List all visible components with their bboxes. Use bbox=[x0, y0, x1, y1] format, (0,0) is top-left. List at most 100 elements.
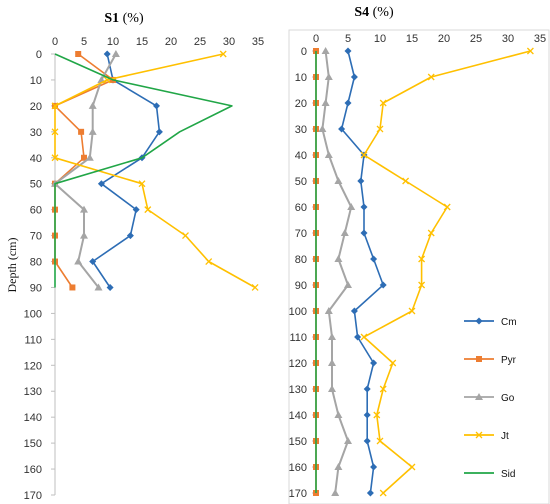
legend-go-label: Go bbox=[501, 393, 515, 404]
s1-go-point-7 bbox=[80, 231, 88, 239]
s1-cm-point-0 bbox=[103, 50, 111, 58]
s4-go-point-14 bbox=[334, 411, 343, 418]
s4-y-tick-5: 50 bbox=[295, 176, 307, 188]
s1-y-tick-17: 170 bbox=[24, 490, 42, 502]
s4-jt-point-6 bbox=[443, 203, 451, 211]
s1-go-point-4 bbox=[85, 153, 94, 161]
s4-cm-point-6 bbox=[360, 203, 368, 211]
s4-go-point-8 bbox=[334, 255, 343, 262]
s4-y-tick-3: 30 bbox=[295, 124, 307, 136]
s1-x-tick-7: 35 bbox=[252, 36, 264, 48]
s1-cm-point-5 bbox=[97, 180, 105, 188]
s4-cm-point-9 bbox=[379, 281, 387, 289]
s1-plot: 0 5 10 15 20 25 30 35 0 10 20 30 40 50 60 70 80 90 100 110 1… bbox=[24, 36, 264, 502]
s4-y-tick-4: 40 bbox=[295, 150, 307, 162]
s4-go-point-7 bbox=[340, 229, 349, 236]
s4-jt-point-3 bbox=[376, 125, 384, 133]
s1-go-point-2 bbox=[88, 101, 97, 109]
s4-go-point-3 bbox=[318, 125, 327, 132]
s4-y-tick-15: 150 bbox=[289, 436, 307, 448]
s1-pyr-point-3 bbox=[78, 128, 85, 135]
s4-go-point-4 bbox=[324, 151, 333, 158]
s4-y-tick-2: 20 bbox=[295, 98, 307, 110]
s1-jt-point-4 bbox=[51, 154, 59, 162]
s4-go-point-16 bbox=[334, 463, 343, 470]
s1-y-tick-0: 0 bbox=[36, 49, 42, 61]
s4-panel-frame bbox=[288, 29, 550, 504]
s1-jt-point-3 bbox=[51, 128, 59, 136]
s4-go-point-9 bbox=[344, 281, 352, 288]
s4-y-tick-9: 90 bbox=[295, 280, 307, 292]
s4-cm-point-0 bbox=[344, 47, 352, 55]
s4-go-point-10 bbox=[324, 307, 333, 314]
s4-go-point-17 bbox=[331, 489, 340, 496]
s1-y-tick-1: 10 bbox=[30, 75, 42, 87]
s4-series-go-line bbox=[321, 50, 353, 494]
s4-go-point-0 bbox=[321, 47, 330, 54]
s1-series-sid-line bbox=[54, 53, 233, 288]
s4-jt-point-17 bbox=[379, 489, 387, 497]
s1-y-tick-2: 20 bbox=[30, 101, 42, 113]
s1-jt-point-2 bbox=[51, 102, 59, 110]
legend-pyr-marker bbox=[476, 356, 482, 362]
s4-jt-point-2 bbox=[379, 99, 387, 107]
s1-go-point-3 bbox=[88, 127, 97, 135]
s4-cm-point-17 bbox=[366, 489, 374, 497]
s4-go-point-11 bbox=[328, 333, 336, 340]
s4-go-point-15 bbox=[344, 437, 352, 444]
s1-jt-point-8 bbox=[205, 258, 213, 265]
s4-x-tick-7: 35 bbox=[534, 33, 546, 45]
s1-y-tick-12: 120 bbox=[24, 360, 42, 372]
s1-y-tick-15: 150 bbox=[24, 438, 42, 450]
s1-title: S1 (%) bbox=[104, 11, 144, 26]
s1-cm-point-6 bbox=[132, 206, 140, 214]
s4-x-tick-6: 30 bbox=[502, 33, 514, 45]
s4-x-tick-4: 20 bbox=[438, 33, 450, 45]
s1-cm-point-3 bbox=[155, 128, 163, 136]
s4-cm-point-11 bbox=[354, 333, 362, 341]
s4-x-tick-5: 25 bbox=[470, 33, 482, 45]
s1-jt-point-0 bbox=[219, 50, 227, 58]
s1-series-go-line bbox=[54, 53, 117, 289]
s1-y-tick-11: 110 bbox=[24, 334, 42, 346]
s4-y-tick-7: 70 bbox=[295, 228, 307, 240]
s1-x-tick-1: 5 bbox=[81, 36, 87, 48]
s4-jt-point-4 bbox=[360, 151, 368, 159]
s4-cm-point-15 bbox=[363, 437, 371, 445]
s4-jt-point-12 bbox=[389, 359, 397, 367]
s1-jt-point-7 bbox=[182, 232, 189, 240]
s1-y-tick-5: 50 bbox=[30, 179, 42, 191]
s1-y-tick-3: 30 bbox=[30, 127, 42, 139]
s1-y-tick-14: 140 bbox=[24, 412, 42, 424]
s1-go-point-8 bbox=[74, 257, 83, 265]
legend-jt-label: Jt bbox=[501, 431, 509, 442]
s1-x-tick-5: 25 bbox=[194, 36, 206, 48]
s4-jt-point-7 bbox=[427, 229, 435, 237]
s1-y-tick-8: 80 bbox=[30, 257, 42, 269]
s4-x-tick-1: 5 bbox=[345, 33, 351, 45]
s4-series-jt-line bbox=[363, 50, 531, 494]
s1-y-tick-16: 160 bbox=[24, 464, 42, 476]
s4-y-tick-13: 130 bbox=[289, 384, 307, 396]
s1-series-cm-line bbox=[91, 53, 161, 288]
s4-go-point-6 bbox=[347, 203, 356, 210]
s4-cm-point-12 bbox=[370, 359, 378, 367]
s1-cm-point-7 bbox=[126, 232, 134, 240]
legend-pyr-label: Pyr bbox=[501, 355, 517, 366]
s4-jt-point-15 bbox=[376, 437, 384, 445]
legend-jt-marker bbox=[475, 431, 483, 439]
s1-series-pyr-line bbox=[54, 53, 114, 288]
s4-y-tick-12: 120 bbox=[289, 358, 307, 370]
s4-series-cm-line bbox=[340, 50, 385, 494]
s1-go-point-6 bbox=[80, 205, 88, 213]
s4-y-tick-8: 80 bbox=[295, 254, 307, 266]
s1-cm-point-8 bbox=[89, 258, 97, 266]
s4-go-point-1 bbox=[324, 73, 333, 80]
s4-x-tick-3: 15 bbox=[406, 33, 418, 45]
s4-y-tick-6: 60 bbox=[295, 202, 307, 214]
s1-cm-point-2 bbox=[153, 102, 160, 110]
s4-jt-point-14 bbox=[373, 411, 381, 419]
s1-jt-point-5 bbox=[138, 180, 146, 188]
s4-jt-point-13 bbox=[379, 385, 387, 393]
